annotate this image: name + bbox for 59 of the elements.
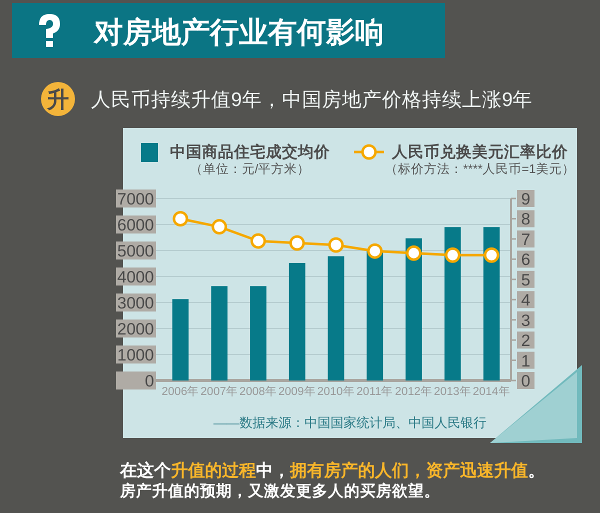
- text: 升: [46, 87, 69, 112]
- text: 升值的过程: [170, 461, 256, 480]
- y2-tick-label: 5: [521, 271, 530, 290]
- point: [367, 243, 383, 259]
- point: [172, 210, 188, 226]
- y-tick-label: 1000: [117, 346, 154, 364]
- bar: [288, 262, 306, 380]
- chart-title: 对房地产行业有何影响: [93, 16, 384, 49]
- point: [406, 245, 422, 261]
- point: [328, 237, 344, 253]
- x-tick-label: 2013年: [434, 385, 472, 398]
- bar: [406, 238, 422, 380]
- x-tick-label: 2014年: [472, 385, 510, 398]
- x-tick-label: 2011年: [356, 385, 394, 398]
- x-tick-label: 2008年: [239, 385, 278, 398]
- text: 房产升值的预期，又激发更多人的买房欲望。: [119, 481, 440, 500]
- x-tick-label: 2009年: [278, 385, 316, 398]
- bar: [250, 286, 266, 380]
- y-tick-label: 4000: [117, 268, 154, 286]
- text: 。: [528, 461, 545, 480]
- text: 中，: [256, 461, 290, 480]
- y-tick-label: 3000: [117, 294, 154, 312]
- y2-tick-label: 0: [521, 372, 530, 390]
- text: 在这个: [119, 461, 172, 480]
- point: [444, 247, 460, 263]
- text: 拥有房产的人们，资产迅速升值: [289, 461, 528, 480]
- chart-subtitle: 人民币持续升值9年，中国房地产价格持续上涨9年: [91, 89, 533, 111]
- y2-tick-label: 3: [521, 312, 530, 330]
- bar: [483, 227, 500, 380]
- x-tick-label: 2007年: [200, 385, 238, 398]
- text: ——数据来源：中国国家统计局、中国人民银行: [212, 415, 486, 430]
- point: [289, 235, 305, 251]
- y-tick-label: 6000: [117, 216, 154, 234]
- bar: [444, 227, 461, 380]
- y2-tick-label: 9: [521, 190, 530, 208]
- bar: [328, 256, 344, 380]
- point: [250, 233, 266, 249]
- legend-label: 中国商品住宅成交均价: [170, 142, 331, 161]
- y-tick-label: 5000: [117, 242, 154, 260]
- y2-tick-label: 4: [521, 292, 530, 310]
- y2-tick-label: 6: [521, 251, 530, 270]
- y-tick-label: 7000: [117, 190, 154, 208]
- point: [212, 219, 228, 235]
- x-tick-label: 2012年: [394, 385, 433, 398]
- x-tick-label: 2010年: [317, 385, 355, 398]
- y2-tick-label: 2: [521, 332, 530, 350]
- legend-label: 人民币兑换美元汇率比价: [391, 142, 569, 161]
- y-axis-title: （单位：元/平方米）: [190, 161, 310, 176]
- y2-tick-label: 7: [521, 230, 530, 249]
- x-tick-label: 2006年: [162, 385, 200, 398]
- y-tick-label: 2000: [117, 320, 154, 338]
- y2-tick-label: 8: [521, 210, 530, 229]
- bar: [172, 299, 189, 380]
- y-tick-label: 0: [144, 372, 154, 390]
- y2-axis-title: （标价方法：****人民币=1美元）: [385, 161, 575, 176]
- point: [484, 247, 500, 263]
- bar: [211, 286, 228, 380]
- y2-tick-label: 1: [521, 352, 530, 370]
- bar: [366, 250, 384, 380]
